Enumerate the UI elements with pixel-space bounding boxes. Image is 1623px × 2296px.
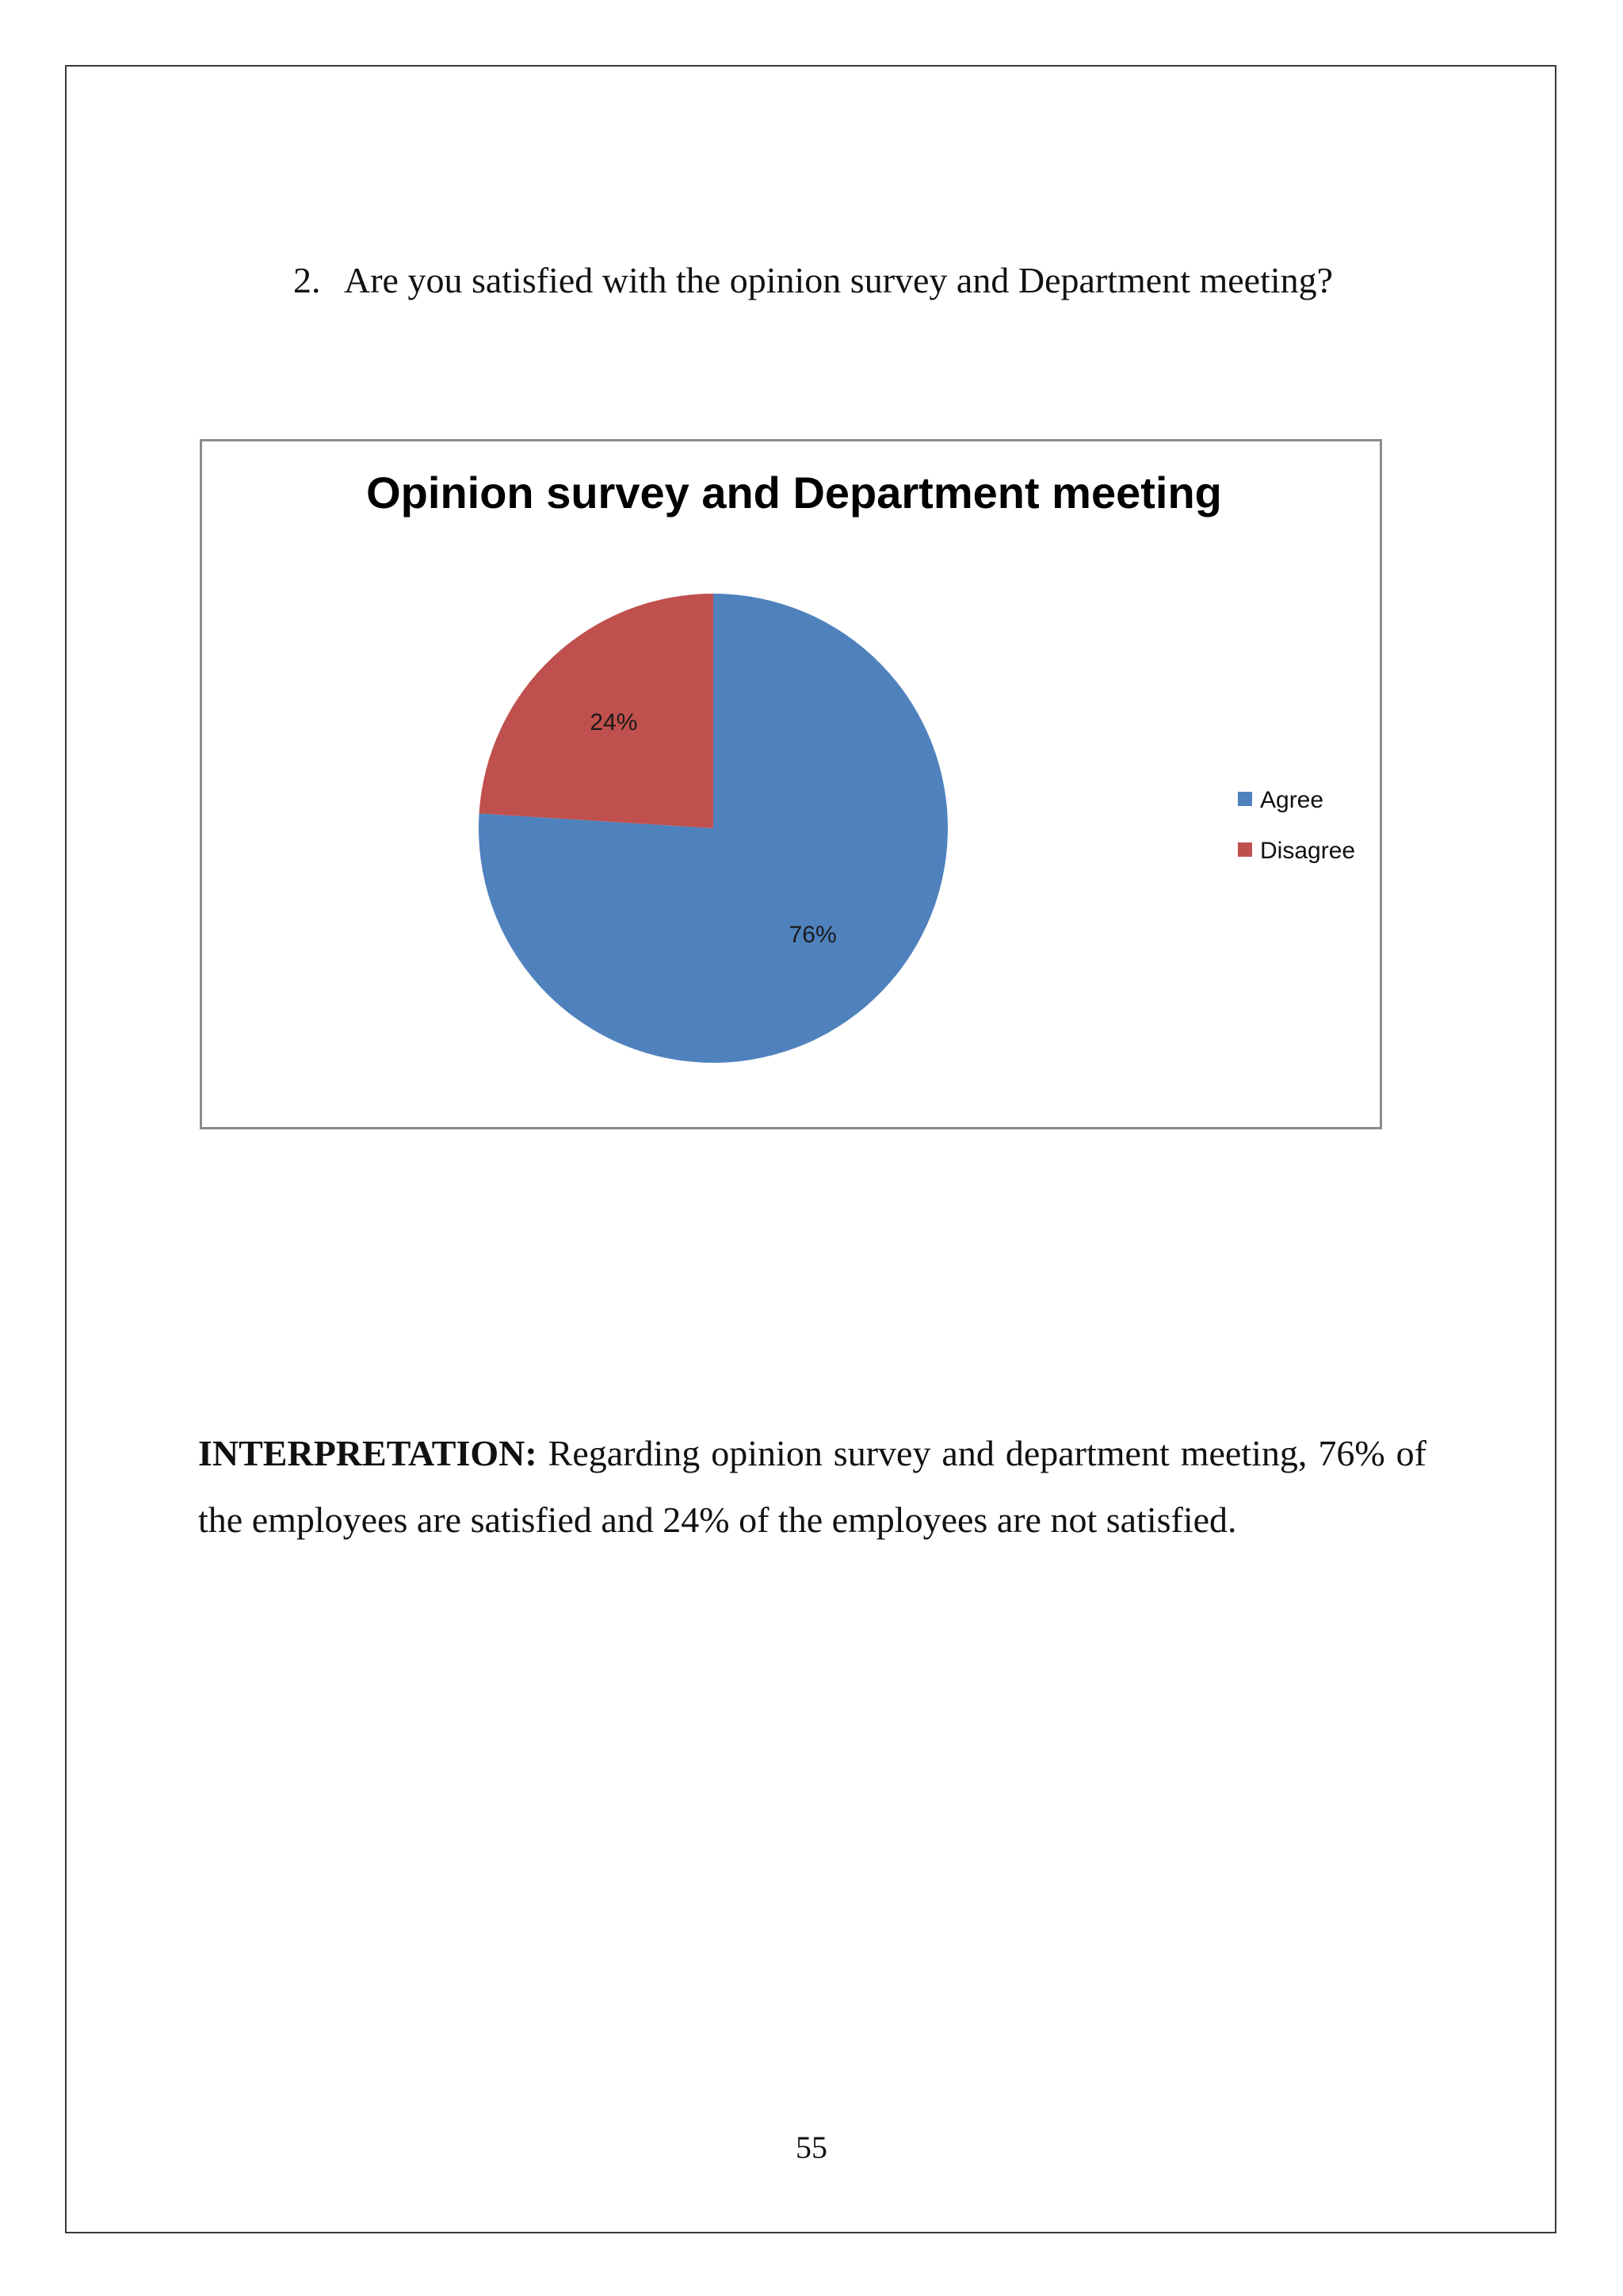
interpretation-label: INTERPRETATION: xyxy=(198,1433,537,1473)
pie-chart-box: Opinion survey and Department meeting 76… xyxy=(200,439,1382,1129)
question-text: Are you satisfied with the opinion surve… xyxy=(344,260,1334,300)
data-label-agree: 76% xyxy=(789,922,837,948)
pie-chart: Opinion survey and Department meeting 76… xyxy=(366,468,1355,1063)
interpretation-paragraph: INTERPRETATION: Regarding opinion survey… xyxy=(198,1420,1426,1553)
legend-label-agree: Agree xyxy=(1260,787,1323,813)
question: 2. Are you satisfied with the opinion sur… xyxy=(293,258,1333,302)
chart-title: Opinion survey and Department meeting xyxy=(366,468,1222,518)
pie-slice-disagree xyxy=(479,594,713,828)
legend-label-disagree: Disagree xyxy=(1260,838,1355,864)
pie-data-labels: 76% 24% xyxy=(590,709,836,948)
question-number: 2. xyxy=(293,260,321,300)
legend: Agree Disagree xyxy=(1238,787,1355,864)
interpretation-text: Regarding opinion survey and department … xyxy=(198,1433,1426,1540)
page-border xyxy=(65,65,1556,2233)
legend-swatch-disagree xyxy=(1238,842,1252,857)
legend-swatch-agree xyxy=(1238,792,1252,806)
data-label-disagree: 24% xyxy=(590,709,637,735)
page-number: 55 xyxy=(796,2130,827,2165)
pie-slices xyxy=(479,594,948,1063)
